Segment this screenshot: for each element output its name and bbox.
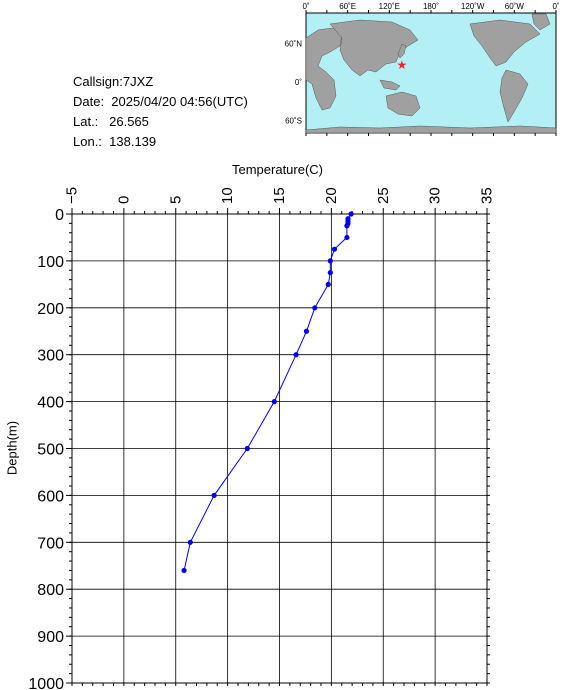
- profile-point: [327, 258, 333, 264]
- profile-point: [244, 445, 250, 452]
- y-tick-label: 100: [37, 254, 64, 271]
- map-lat-ticks: 60˚N 0˚ 60˚S: [285, 40, 303, 126]
- profile-point: [181, 567, 187, 574]
- y-tick-label: 500: [37, 442, 64, 459]
- x-tick-label: 0: [115, 196, 132, 204]
- map-lon-tick-label: 0˚: [302, 2, 309, 11]
- date-text: Date: 2025/04/20 04:56(UTC): [73, 94, 248, 109]
- map-lat-tick-label: 60˚N: [285, 40, 303, 49]
- x-axis-label: Temperature(C): [232, 162, 323, 177]
- y-tick-label: 900: [37, 629, 64, 646]
- x-tick-label: 20: [323, 187, 340, 204]
- station-info: Callsign:7JXZ Date: 2025/04/20 04:56(UTC…: [73, 72, 248, 152]
- y-tick-label: 700: [37, 535, 64, 552]
- x-tick-label: 30: [427, 187, 444, 204]
- map-frame-ticks: [305, 10, 557, 136]
- map-lon-tick-label: 180˚: [423, 2, 439, 11]
- map-lon-tick-label: 120˚W: [461, 2, 485, 11]
- y-tick-label: 300: [37, 348, 64, 365]
- land-indonesia: [379, 79, 401, 91]
- y-tick-label: 1000: [28, 676, 64, 690]
- land-japan: [397, 43, 407, 59]
- map-lon-tick-label: 0˚: [552, 2, 559, 11]
- station-marker: ★: [397, 58, 408, 72]
- land-australia: [385, 91, 421, 117]
- x-tick-label: 15: [271, 187, 288, 204]
- profile-point: [187, 539, 193, 545]
- temperature-profile-line: [183, 213, 352, 571]
- temperature-profile-points: [181, 211, 354, 574]
- land-asia: [329, 19, 419, 77]
- y-tick-label: 400: [37, 395, 64, 412]
- land-north-america: [469, 19, 541, 67]
- x-tick-label: 25: [375, 187, 392, 204]
- profile-point: [293, 352, 299, 358]
- world-map: 0˚ 60˚E 120˚E 180˚ 120˚W 60˚W 0˚ 60˚N 0˚ 60˚S ★: [285, 2, 560, 136]
- profile-point: [327, 270, 333, 276]
- profile-point: [344, 223, 350, 229]
- profile-point: [271, 399, 277, 405]
- x-tick-label: 10: [219, 187, 236, 204]
- chart-frame: [71, 213, 488, 684]
- callsign-text: Callsign:7JXZ: [73, 74, 154, 89]
- map-lon-tick-label: 60˚E: [339, 2, 356, 11]
- land-south-america: [499, 69, 529, 123]
- profile-point: [312, 305, 318, 311]
- x-tick-label: 5: [167, 196, 184, 204]
- x-tick-labels: −5 0 5 10 15 20 25 30 35: [64, 187, 496, 204]
- land-greenland: [531, 13, 551, 31]
- profile-point: [348, 211, 354, 217]
- profile-point: [303, 328, 310, 334]
- y-tick-label: 200: [37, 301, 64, 318]
- x-tick-label: −5: [64, 187, 81, 204]
- profile-point: [331, 246, 338, 252]
- map-lon-tick-label: 120˚E: [379, 2, 400, 11]
- map-land: [305, 13, 557, 134]
- profile-point: [344, 234, 350, 241]
- profile-point: [211, 492, 217, 498]
- y-tick-label: 600: [37, 488, 64, 505]
- y-axis-label: Depth(m): [5, 421, 20, 475]
- x-tick-label: 35: [479, 187, 496, 204]
- y-tick-label: 800: [37, 582, 64, 599]
- map-lat-tick-label: 0˚: [295, 78, 302, 87]
- profile-point: [325, 281, 331, 287]
- map-top-ticks: 0˚ 60˚E 120˚E 180˚ 120˚W 60˚W 0˚: [302, 2, 559, 11]
- chart-grid: [66, 213, 488, 684]
- map-lon-tick-label: 60˚W: [505, 2, 525, 11]
- y-tick-label: 0: [55, 207, 64, 224]
- lon-text: Lon.: 138.139: [73, 134, 157, 149]
- y-tick-labels: 0 100 200 300 400 500 600 700 800 900 1000: [28, 207, 64, 690]
- lat-text: Lat.: 26.565: [73, 114, 149, 129]
- map-lat-tick-label: 60˚S: [285, 116, 302, 125]
